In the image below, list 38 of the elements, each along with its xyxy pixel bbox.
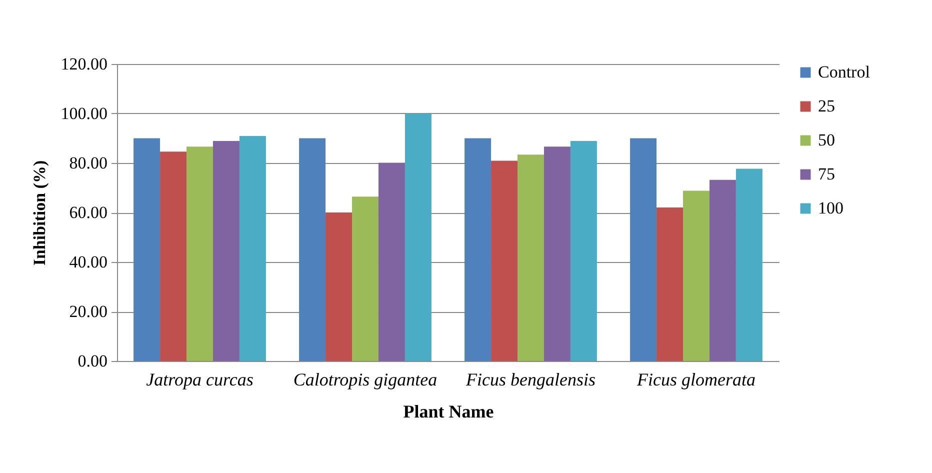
x-tick-label: Ficus glomerata xyxy=(636,370,756,390)
x-tick-label: Ficus bengalensis xyxy=(465,370,596,390)
y-tick-label: 80.00 xyxy=(69,154,108,172)
bar xyxy=(404,114,432,361)
bar xyxy=(736,168,762,361)
bar xyxy=(299,138,326,361)
bar xyxy=(326,212,352,361)
bar xyxy=(134,138,160,361)
bar xyxy=(378,162,405,361)
bar xyxy=(683,190,710,361)
legend-label: 75 xyxy=(818,164,835,184)
bar xyxy=(544,146,570,361)
bar xyxy=(186,146,213,361)
x-tick-label: Calotropis gigantea xyxy=(293,370,438,390)
legend-label: Control xyxy=(818,62,870,82)
y-tick-label: 100.00 xyxy=(60,104,108,123)
legend-label: 100 xyxy=(818,198,844,218)
bar xyxy=(656,208,684,361)
legend-label: 25 xyxy=(818,96,835,116)
bar xyxy=(239,136,266,361)
y-tick-label: 40.00 xyxy=(69,252,108,272)
bar xyxy=(630,138,657,361)
bar xyxy=(518,154,544,361)
bar xyxy=(570,140,597,361)
x-axis-title: Plant Name xyxy=(403,402,494,422)
y-axis-title: Inhibition (%) xyxy=(30,160,49,266)
y-tick-label: 20.00 xyxy=(69,302,108,321)
y-tick-label: 120.00 xyxy=(60,54,108,74)
bar xyxy=(212,140,240,361)
y-tick-label: 60.00 xyxy=(69,203,108,222)
x-tick-label: Jatropa curcas xyxy=(146,370,254,390)
bar xyxy=(352,196,378,361)
legend-label: 50 xyxy=(818,130,835,150)
bar xyxy=(160,152,187,361)
y-tick-label: 0.00 xyxy=(78,352,108,370)
bar xyxy=(491,160,518,361)
bar xyxy=(709,180,736,361)
bar xyxy=(464,138,492,361)
